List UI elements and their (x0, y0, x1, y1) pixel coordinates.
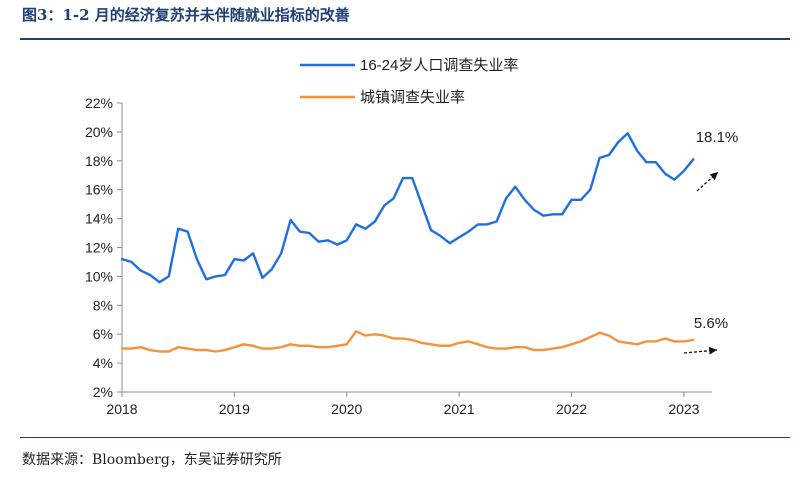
series-line-1 (120, 132, 695, 284)
y-tick-label: 4% (93, 355, 113, 371)
x-tick-label: 2022 (556, 401, 587, 417)
y-tick-label: 18% (85, 153, 113, 169)
x-tick-label: 2023 (668, 401, 699, 417)
title-rule (20, 38, 790, 40)
source-note: 数据来源：Bloomberg，东吴证券研究所 (22, 452, 282, 468)
annotation-arrow-1 (696, 171, 719, 192)
y-tick-label: 8% (93, 297, 113, 313)
y-tick-label: 2% (93, 384, 113, 400)
x-tick-label: 2018 (106, 401, 137, 417)
annotation-label-1: 18.1% (696, 129, 739, 146)
figure-title: 图3：1-2 月的经济复苏并未伴随就业指标的改善 (22, 6, 350, 24)
legend-label-1: 16-24岁人口调查失业率 (360, 57, 518, 74)
y-tick-label: 16% (85, 182, 113, 198)
annotation-label-2: 5.6% (694, 315, 728, 332)
y-tick-label: 12% (85, 240, 113, 256)
x-tick-label: 2019 (219, 401, 250, 417)
series-line-2 (120, 330, 695, 353)
legend-label-2: 城镇调查失业率 (360, 89, 465, 106)
y-tick-label: 20% (85, 124, 113, 140)
source-rule (20, 437, 790, 438)
x-tick-label: 2020 (331, 401, 362, 417)
line-chart: 2% 4% 6% 8% 10% 12% 14% 16% 18% 20% 22% 2018 2019 202… (85, 57, 739, 417)
y-tick-label: 22% (85, 95, 113, 111)
y-tick-label: 10% (85, 268, 113, 284)
x-tick-label: 2021 (444, 401, 475, 417)
y-tick-label: 6% (93, 326, 113, 342)
annotation-arrow-2 (683, 346, 718, 355)
y-tick-label: 14% (85, 211, 113, 227)
